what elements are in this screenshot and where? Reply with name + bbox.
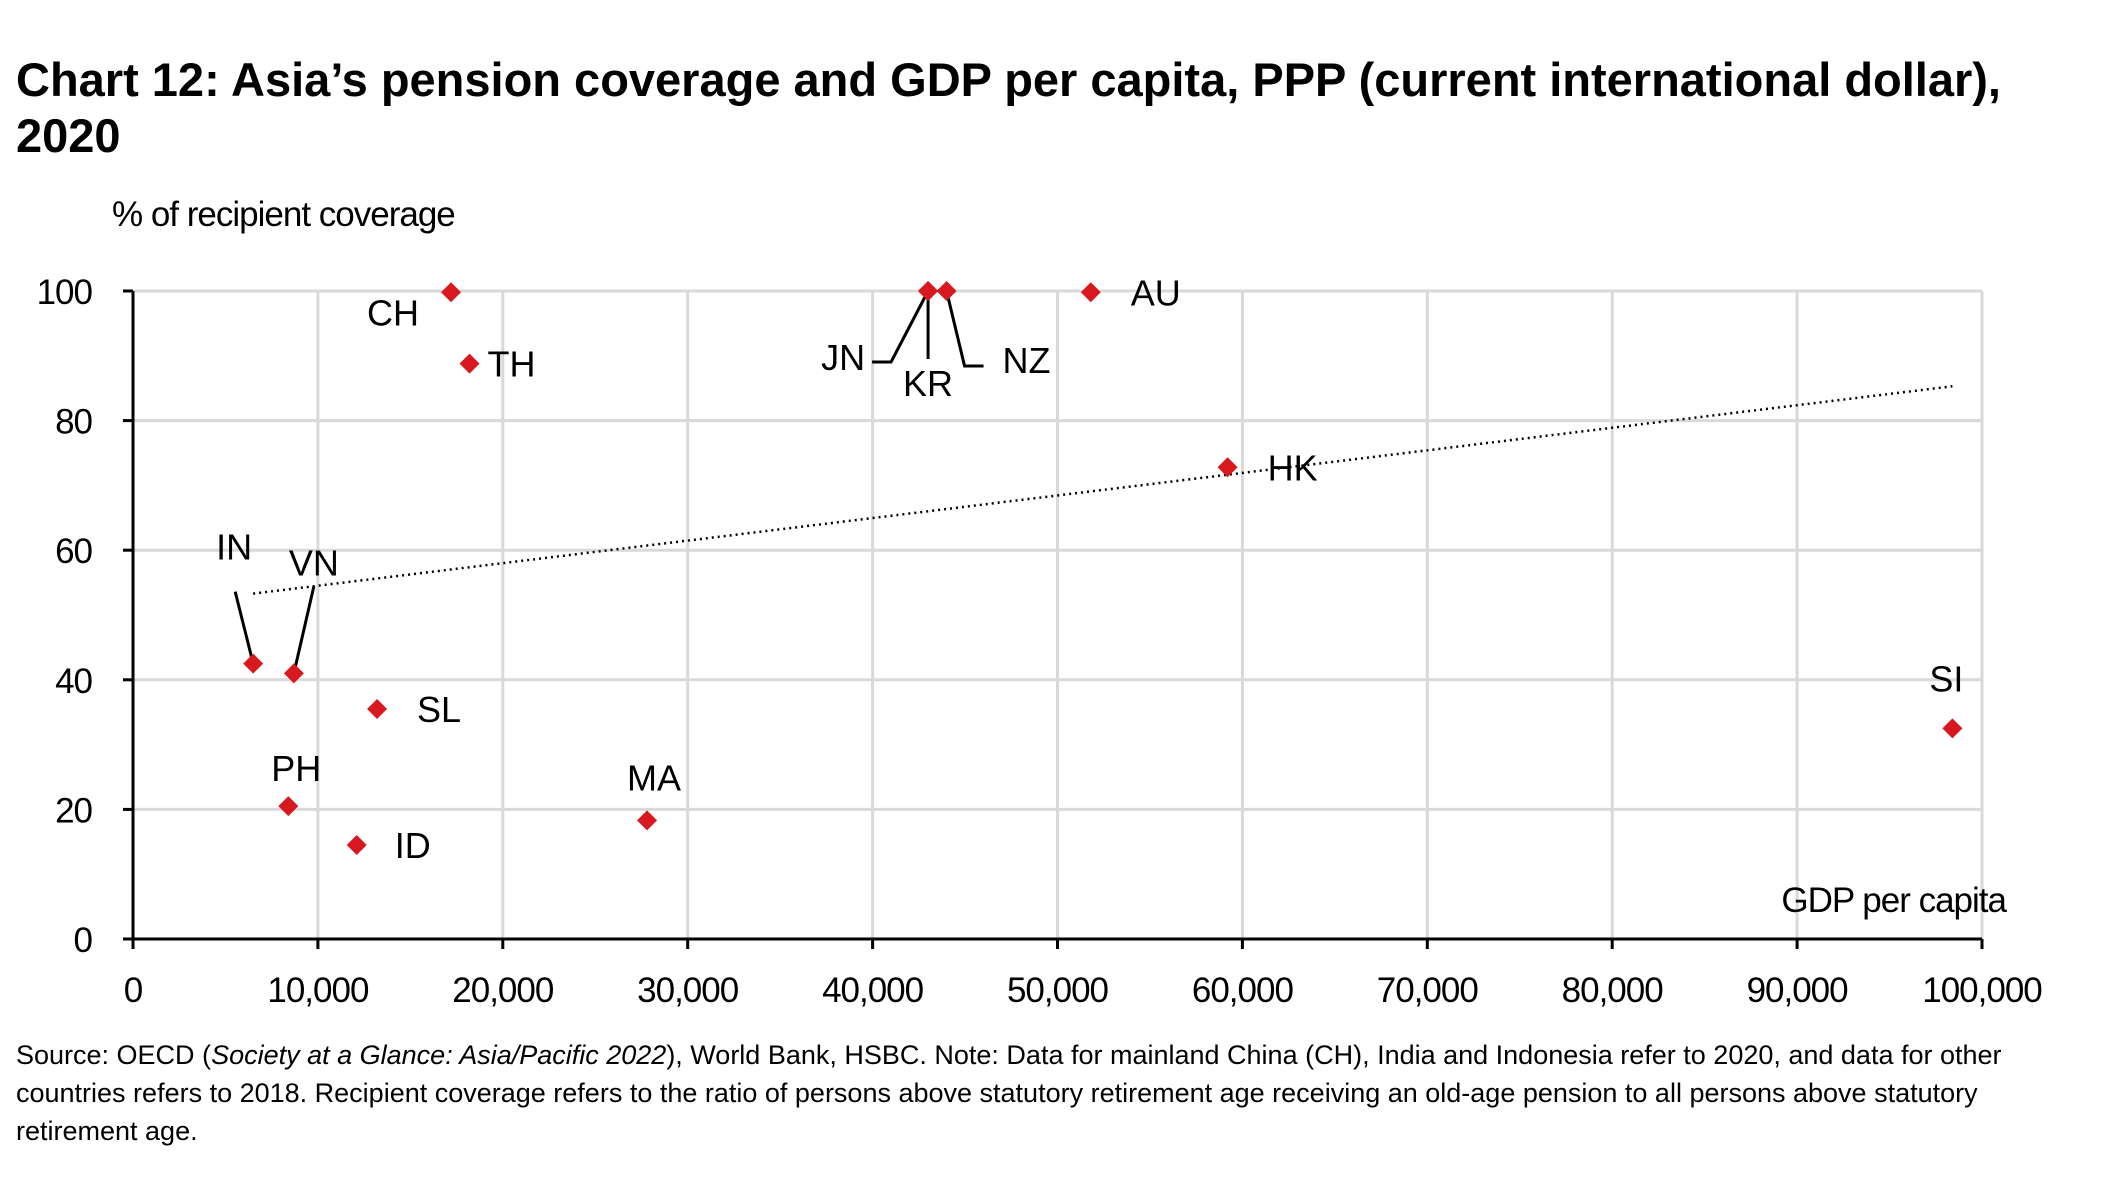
point-label-in: IN [216,527,252,568]
point-label-jn: JN [821,337,865,378]
point-label-ph: PH [271,748,321,789]
y-tick-label: 20 [55,791,92,830]
x-tick-label: 30,000 [637,971,739,1010]
point-label-hk: HK [1268,447,1318,488]
x-axis-label: GDP per capita [1781,881,2007,920]
point-label-id: ID [395,825,431,866]
x-tick-label: 50,000 [1007,971,1109,1010]
x-tick-label: 80,000 [1562,971,1664,1010]
data-point-kr [918,281,939,301]
source-prefix: Source: OECD ( [16,1040,212,1070]
x-tick-label: 20,000 [452,971,554,1010]
x-tick-label: 40,000 [822,971,924,1010]
x-tick-label: 10,000 [267,971,369,1010]
x-tick-label: 70,000 [1377,971,1479,1010]
axes-layer: 0 20 40 60 80 100 0 10,000 20,000 30,000 40,000 50,… [37,273,2044,1010]
data-point-ma [637,810,658,831]
data-point-vn [283,663,304,684]
data-point-th [459,353,480,374]
x-tick-label: 90,000 [1747,971,1849,1010]
leader-line-nz [945,290,984,368]
point-label-ch: CH [367,292,419,333]
y-tick-label: 80 [55,403,92,442]
source-publication: Society at a Glance: Asia/Pacific 2022 [211,1040,667,1070]
trendline-layer [253,385,1953,595]
data-point-sl [367,698,388,719]
leader-line-in [233,591,255,664]
source-suffix: ), World Bank, HSBC. Note: Data for main… [16,1040,2002,1146]
points-layer [243,281,1963,856]
scatter-chart: 0 20 40 60 80 100 0 10,000 20,000 30,000 40,000 50,… [37,195,2044,1010]
point-label-kr: KR [903,363,953,404]
x-tick-label: 100,000 [1922,971,2042,1010]
point-label-au: AU [1131,272,1181,313]
x-tick-label: 60,000 [1192,971,1294,1010]
point-label-sl: SL [417,689,461,730]
trendline [253,385,1953,595]
leader-lines-layer [233,290,984,674]
x-tick-label: 0 [124,971,143,1010]
y-tick-label: 0 [74,921,93,960]
leader-line-jn [872,290,930,364]
data-point-ch [441,282,462,303]
y-tick-label: 40 [55,662,92,701]
data-point-in [243,653,264,674]
chart-title: Chart 12: Asia’s pension coverage and GD… [16,53,2001,162]
point-label-si: SI [1929,658,1963,699]
point-label-vn: VN [289,542,339,583]
y-tick-label: 100 [37,273,93,312]
y-tick-label: 60 [55,532,92,571]
grid-layer [133,289,1984,939]
data-point-id [346,835,367,856]
y-axis-label: % of recipient coverage [112,195,455,234]
source-note: Source: OECD (Society at a Glance: Asia/… [16,1036,2076,1150]
point-label-ma: MA [627,757,681,798]
data-point-hk [1217,457,1238,478]
data-point-nz [936,281,957,301]
data-point-si [1942,718,1963,739]
point-labels-layer: CH TH JN KR NZ AU HK IN VN SL PH ID MA SI [216,272,1963,866]
data-point-au [1080,282,1101,303]
point-label-th: TH [488,344,536,385]
leader-line-vn [292,585,316,674]
data-point-ph [278,796,299,817]
point-label-nz: NZ [1003,340,1051,381]
